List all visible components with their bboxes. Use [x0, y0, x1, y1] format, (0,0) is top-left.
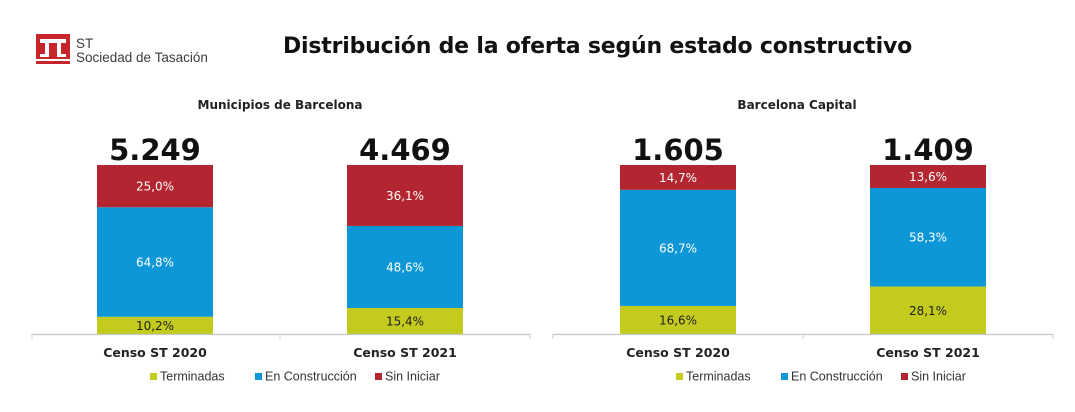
legend-swatch-sin-iniciar	[375, 373, 382, 380]
bar-segment-terminadas	[347, 308, 463, 334]
bar-segment-en-construcci-n	[870, 187, 986, 287]
data-label: 36,1%	[386, 189, 424, 203]
bar-segment-terminadas	[870, 286, 986, 334]
bar-segment-sin-iniciar	[620, 165, 736, 190]
company-logo: ST Sociedad de Tasación	[36, 34, 246, 68]
legend-label: Sin Iniciar	[911, 370, 966, 384]
legend-label: En Construcción	[265, 370, 357, 384]
logo-line1: ST	[76, 36, 94, 51]
bar-segment-sin-iniciar	[870, 165, 986, 188]
legend-swatch-terminadas	[150, 373, 157, 380]
bar-total-label: 5.249	[109, 133, 201, 167]
legend-label: En Construcción	[791, 370, 883, 384]
legend-swatch-en-construcci-n	[255, 373, 262, 380]
page-title: Distribución de la oferta según estado c…	[283, 34, 913, 59]
data-label: 15,4%	[386, 315, 424, 329]
data-label: 58,3%	[909, 231, 947, 245]
bar-total-label: 4.469	[359, 133, 451, 167]
category-label: Censo ST 2021	[876, 345, 980, 360]
legend-label: Terminadas	[160, 370, 225, 384]
legend-label: Sin Iniciar	[385, 370, 440, 384]
data-label: 25,0%	[136, 180, 174, 194]
data-label: 10,2%	[136, 319, 174, 333]
category-label: Censo ST 2021	[353, 345, 457, 360]
logo-text: ST Sociedad de Tasación	[76, 37, 208, 65]
data-label: 48,6%	[386, 260, 424, 274]
chart-title: Municipios de Barcelona	[198, 98, 363, 112]
bar-segment-en-construcci-n	[347, 225, 463, 308]
logo-mark-icon	[36, 34, 70, 64]
legend-label: Terminadas	[686, 370, 751, 384]
bar-segment-sin-iniciar	[97, 165, 213, 208]
legend-swatch-en-construcci-n	[781, 373, 788, 380]
logo-line2: Sociedad de Tasación	[76, 50, 208, 65]
chart-title: Barcelona Capital	[737, 98, 856, 112]
legend-swatch-sin-iniciar	[901, 373, 908, 380]
data-label: 68,7%	[659, 241, 697, 255]
category-label: Censo ST 2020	[103, 345, 207, 360]
bar-segment-en-construcci-n	[620, 189, 736, 306]
data-label: 16,6%	[659, 313, 697, 327]
legend-swatch-terminadas	[676, 373, 683, 380]
data-label: 64,8%	[136, 256, 174, 270]
data-label: 28,1%	[909, 304, 947, 318]
category-label: Censo ST 2020	[626, 345, 730, 360]
bar-segment-terminadas	[97, 316, 213, 334]
data-label: 13,6%	[909, 170, 947, 184]
bar-segment-terminadas	[620, 305, 736, 334]
bar-segment-en-construcci-n	[97, 207, 213, 317]
bar-total-label: 1.409	[882, 133, 974, 167]
bar-segment-sin-iniciar	[347, 165, 463, 226]
bar-total-label: 1.605	[632, 133, 724, 167]
data-label: 14,7%	[659, 171, 697, 185]
